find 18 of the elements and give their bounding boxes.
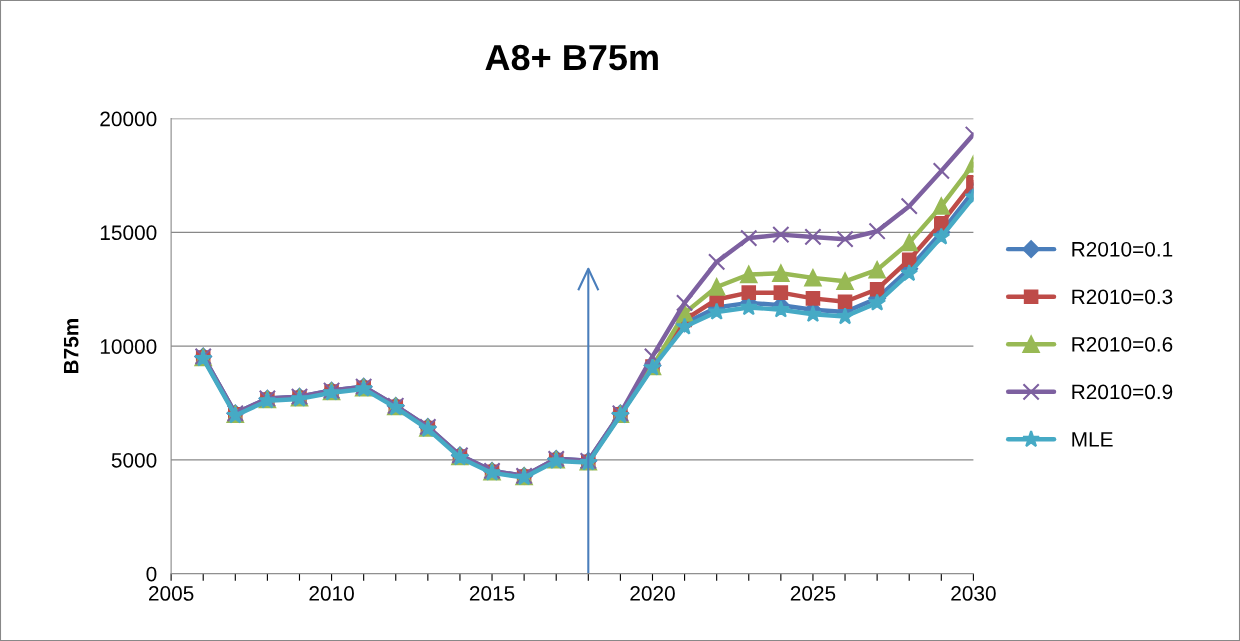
y-tick-label: 20000: [100, 111, 157, 127]
y-tick-label: 15000: [100, 225, 157, 241]
x-tick-label: 2020: [630, 586, 675, 601]
y-tick-label: 10000: [100, 339, 157, 354]
x-tick-label: 2025: [790, 586, 836, 601]
chart-title: A8+ B75m: [485, 44, 658, 71]
legend-label: R2010=0.1: [1072, 241, 1173, 257]
legend-label: R2010=0.9: [1072, 384, 1173, 400]
y-tick-label: 5000: [111, 452, 157, 468]
x-tick-label: 2005: [149, 586, 194, 601]
x-tick-label: 2010: [309, 586, 354, 601]
y-tick-label: 0: [146, 566, 157, 582]
legend-label: R2010=0.3: [1072, 289, 1173, 305]
x-tick-label: 2015: [469, 586, 515, 601]
y-axis-title: B75m: [63, 319, 79, 374]
x-tick-label: 2030: [951, 586, 996, 601]
legend-label: MLE: [1072, 432, 1113, 447]
legend-label: R2010=0.6: [1072, 336, 1173, 352]
